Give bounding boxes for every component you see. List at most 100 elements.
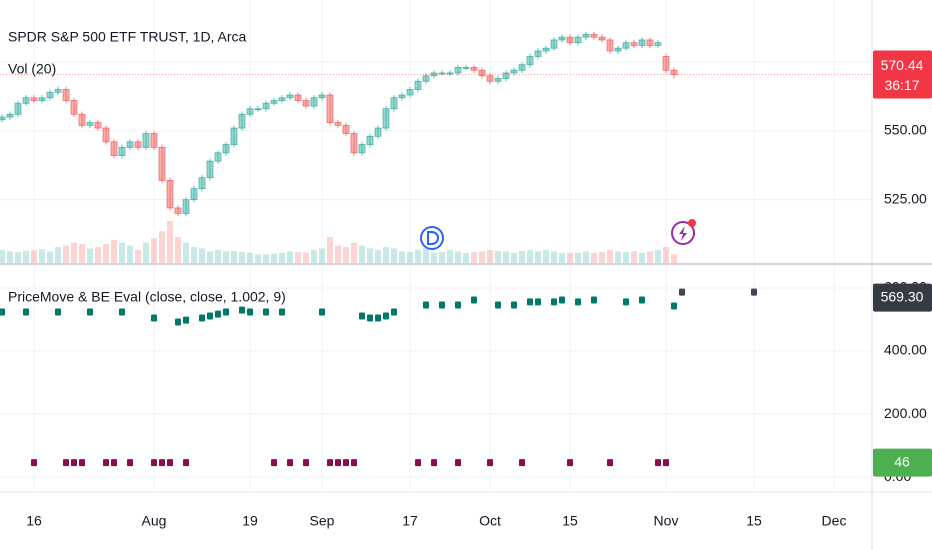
volume-bar (351, 242, 357, 263)
marker (455, 301, 461, 309)
marker (247, 308, 253, 316)
marker (567, 459, 573, 467)
volume-bar (287, 251, 293, 263)
candle-body (622, 42, 630, 49)
marker (63, 459, 69, 467)
volume-bar (327, 236, 333, 263)
candle-body (350, 133, 358, 154)
candle-body (134, 141, 142, 148)
candle-body (390, 97, 398, 110)
x-tick-label: 16 (26, 513, 42, 529)
candle-body (438, 72, 446, 75)
volume-bar (191, 247, 197, 263)
candle-body (494, 78, 502, 82)
volume-bar (231, 250, 237, 263)
volume-bar (575, 252, 581, 263)
volume-bar (175, 236, 181, 263)
volume-bar (23, 250, 29, 263)
candle-body (486, 75, 494, 82)
marker (471, 296, 477, 304)
volume-bar (543, 249, 549, 263)
x-tick-label: Dec (822, 513, 847, 529)
candle-body (470, 67, 478, 71)
volume-bar (447, 249, 453, 263)
candle-body (358, 144, 366, 154)
marker (87, 308, 93, 316)
candle-body (550, 39, 558, 49)
candle-body (54, 89, 62, 93)
candle-body (662, 56, 670, 71)
volume-bar (15, 251, 21, 263)
marker (519, 459, 525, 467)
candle-body (158, 146, 166, 181)
candle-body (230, 127, 238, 145)
candle-body (286, 94, 294, 99)
volume-bar (495, 250, 501, 263)
volume-bar (567, 252, 573, 263)
y-tick-label: 200.00 (884, 405, 927, 421)
volume-bar (223, 251, 229, 263)
volume-bar (559, 252, 565, 263)
marker (575, 298, 581, 306)
candle-body (558, 36, 566, 41)
candle-body (222, 144, 230, 154)
candle-body (86, 122, 94, 126)
volume-bar (615, 251, 621, 263)
marker (591, 296, 597, 304)
marker (623, 298, 629, 306)
volume-bar (439, 251, 445, 263)
candle-body (238, 113, 246, 129)
indicator-title: PriceMove & BE Eval (close, close, 1.002… (8, 289, 286, 305)
volume-bar (399, 251, 405, 263)
marker (559, 296, 565, 304)
marker (527, 298, 533, 306)
marker (127, 459, 133, 467)
volume-bar (359, 245, 365, 263)
value-tag-label: 46 (894, 453, 910, 469)
volume-bar (335, 245, 341, 263)
volume-bar (415, 249, 421, 263)
marker (183, 316, 189, 324)
candle-body (0, 116, 6, 121)
volume-bar (247, 252, 253, 263)
last-price-tag (873, 50, 932, 99)
marker (223, 308, 229, 316)
volume-bar (167, 221, 173, 263)
marker (679, 288, 685, 296)
x-tick-label: Sep (310, 513, 335, 529)
countdown-label: 36:17 (884, 77, 919, 93)
marker (359, 312, 365, 320)
marker (119, 308, 125, 316)
candle-body (502, 72, 510, 79)
volume-bar (55, 247, 61, 263)
candle-body (430, 72, 438, 77)
marker (751, 288, 757, 296)
volume-bar (159, 231, 165, 263)
candle-body (398, 94, 406, 99)
badge-circle (420, 226, 444, 250)
candle-body (590, 34, 598, 38)
candle-body (646, 39, 654, 46)
volume-bar (655, 249, 661, 263)
marker (103, 459, 109, 467)
marker (351, 459, 357, 467)
volume-bar (479, 251, 485, 263)
candle-body (334, 122, 342, 126)
volume-bar (319, 248, 325, 263)
marker (239, 306, 245, 314)
candle-body (534, 50, 542, 57)
candle-body (478, 69, 486, 77)
marker (287, 459, 293, 467)
dividend-badge[interactable] (420, 226, 444, 250)
volume-bar (623, 251, 629, 263)
marker (551, 298, 557, 306)
earnings-badge[interactable] (671, 219, 696, 245)
candle-body (542, 47, 550, 52)
volume-bar (663, 247, 669, 263)
candle-body (310, 97, 318, 107)
marker (151, 459, 157, 467)
marker (167, 459, 173, 467)
volume-bar (79, 244, 85, 263)
volume-bar (87, 248, 93, 263)
